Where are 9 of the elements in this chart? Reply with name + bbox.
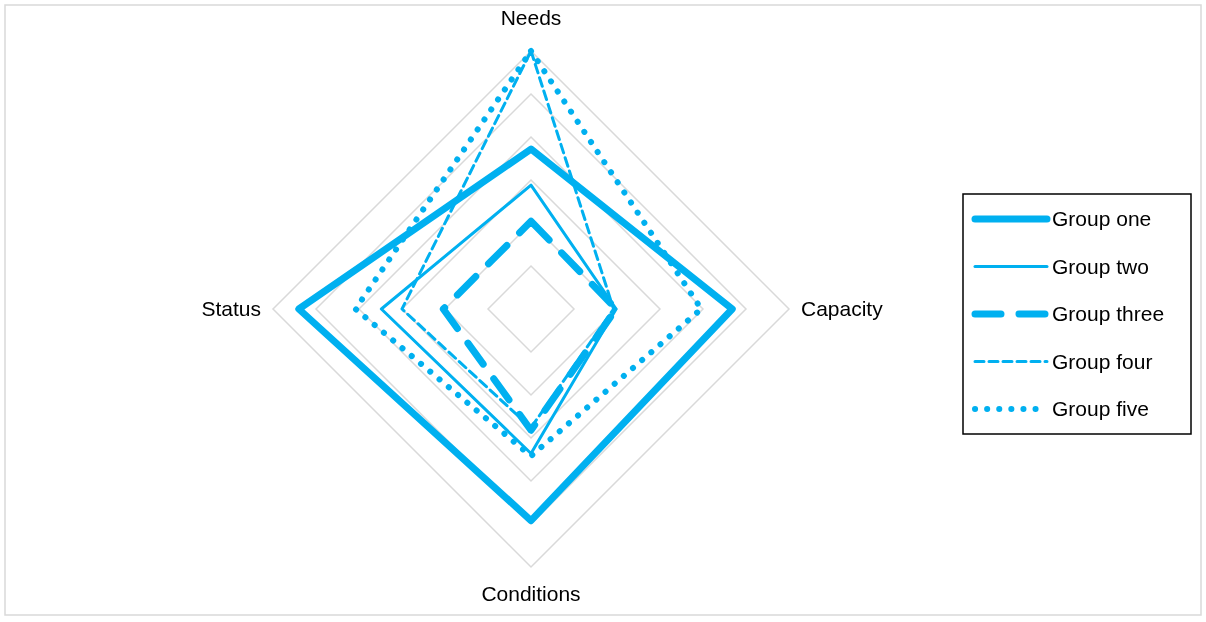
spoke-label: Status [201, 297, 261, 320]
legend-label: Group five [1052, 397, 1149, 420]
legend-label: Group three [1052, 302, 1165, 325]
spoke-label: Conditions [481, 582, 581, 605]
spoke-label: Capacity [801, 297, 884, 320]
spoke-label: Needs [500, 6, 562, 29]
legend-label: Group two [1052, 254, 1149, 278]
legend-label: Group four [1052, 349, 1153, 373]
legend-label: Group one [1052, 207, 1152, 230]
